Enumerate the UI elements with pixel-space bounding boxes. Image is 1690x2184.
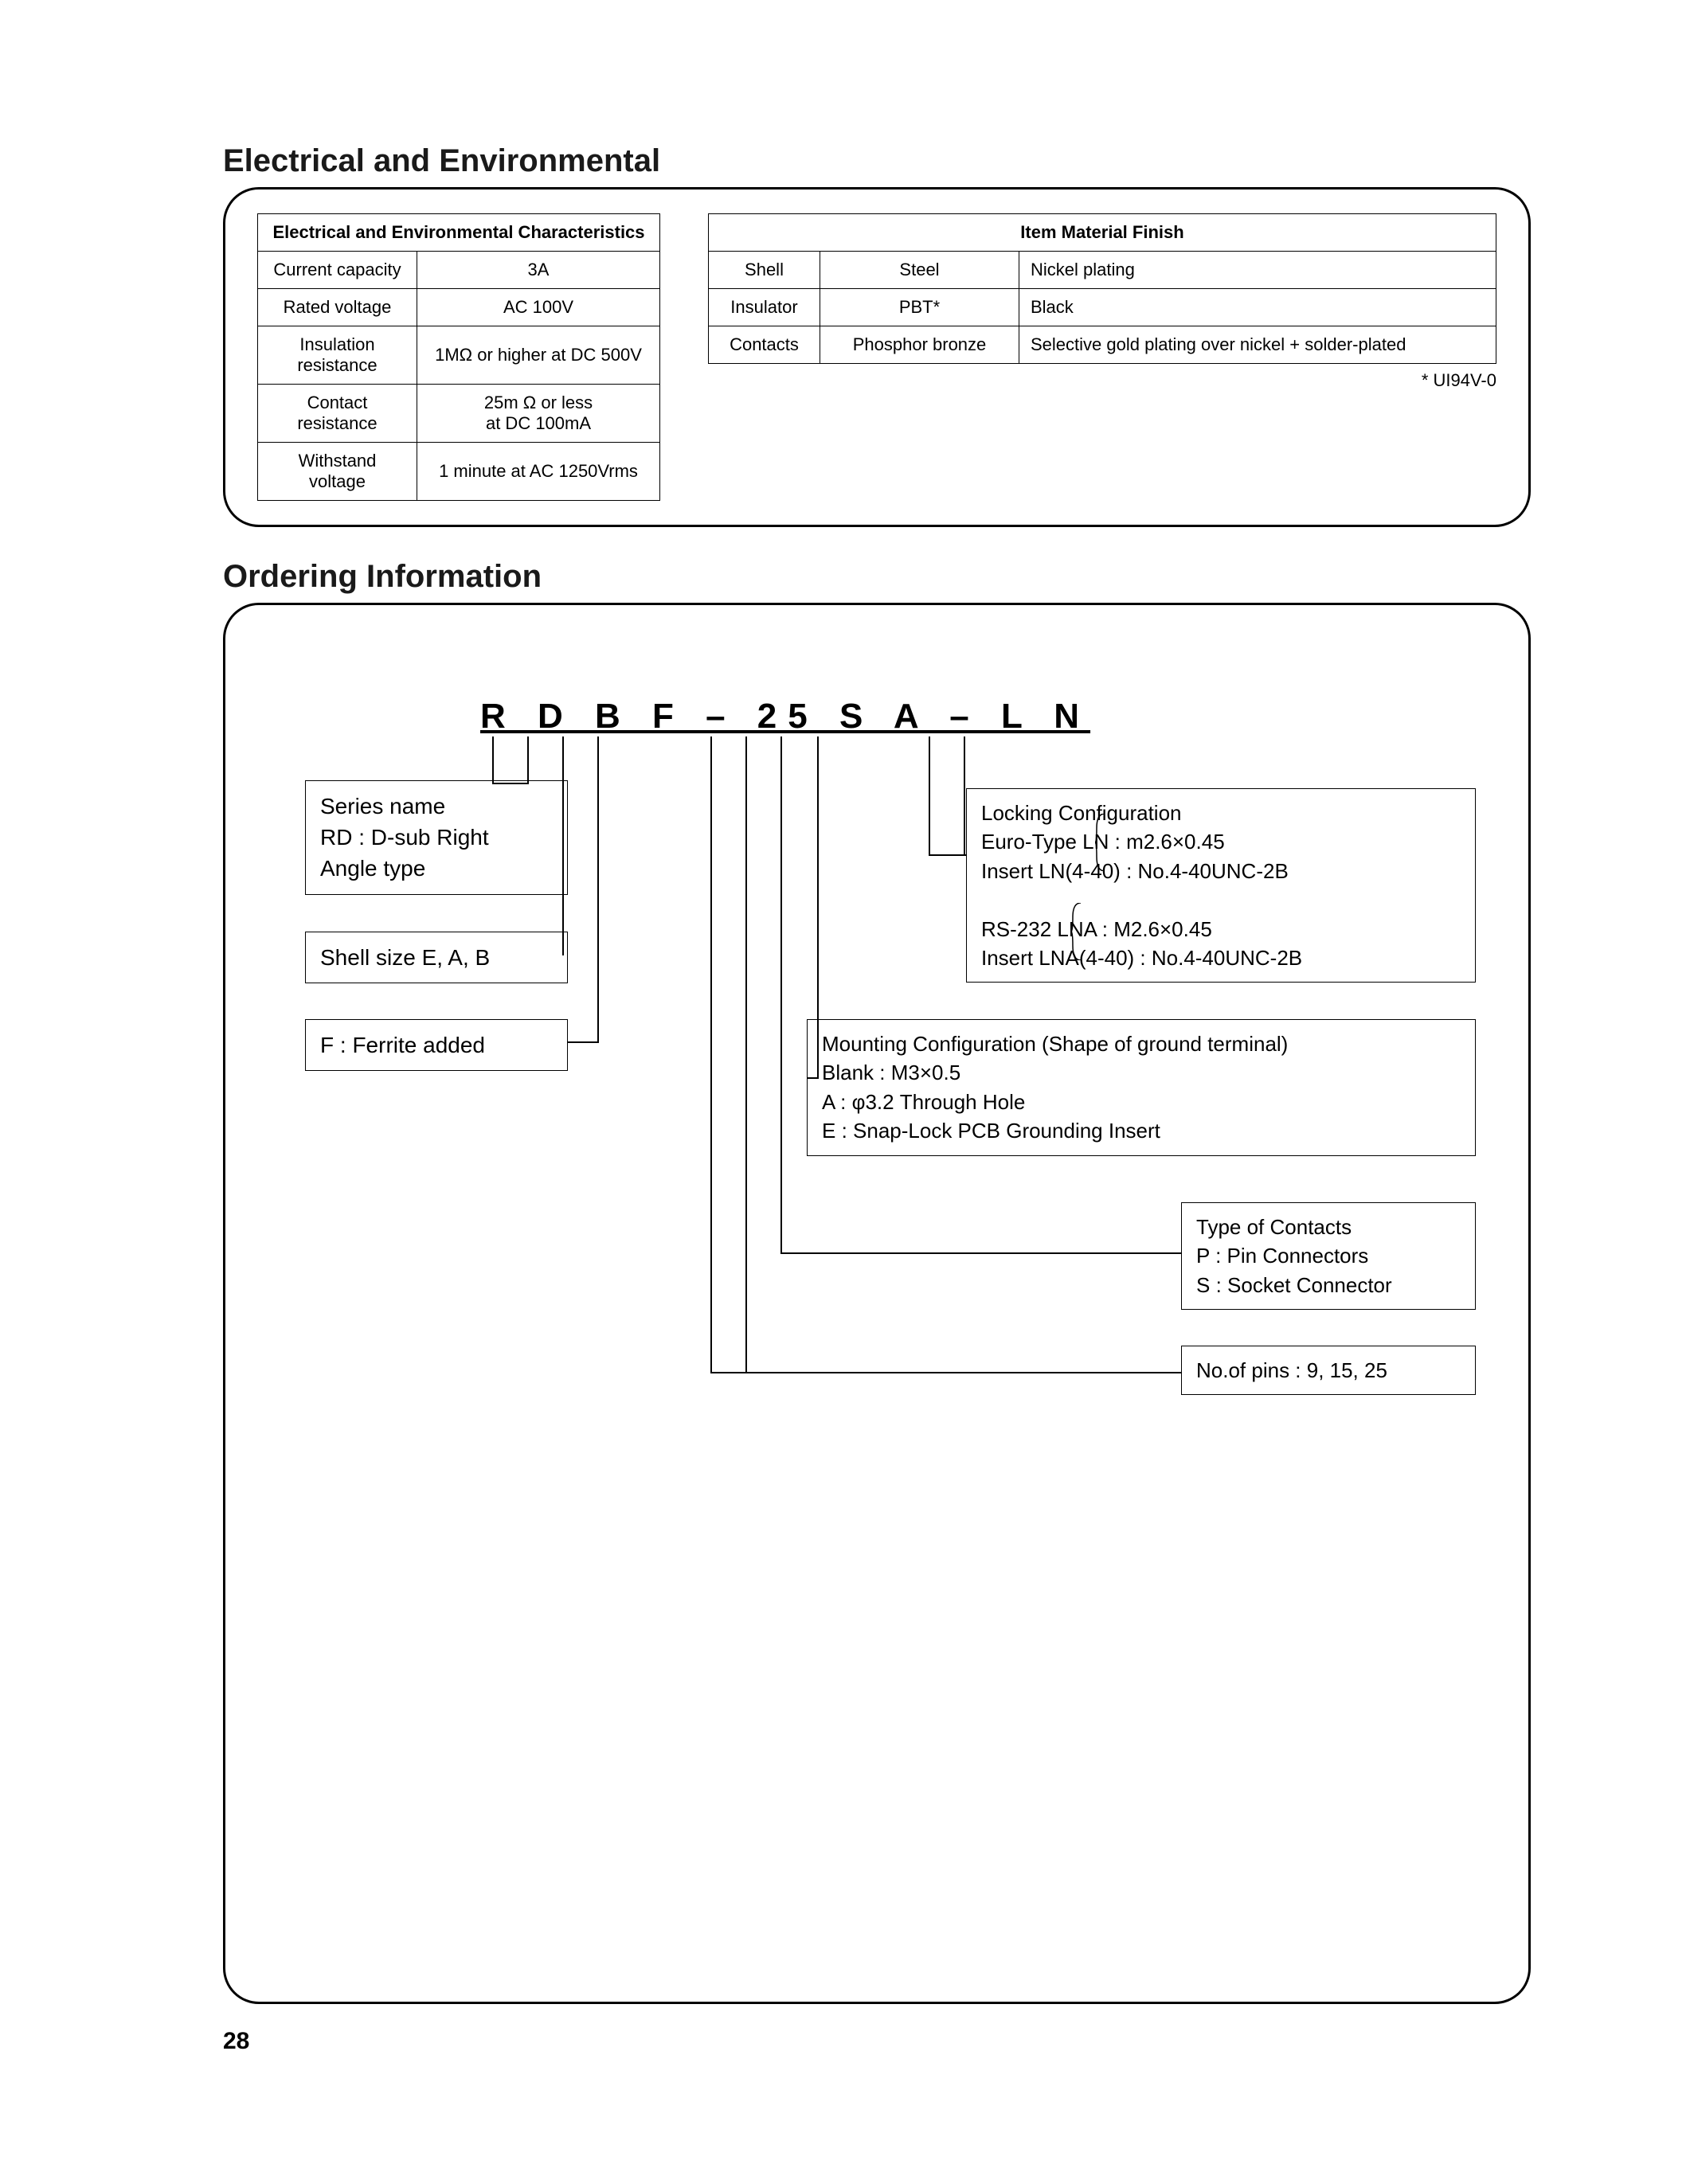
cell-value: 25m Ω or less at DC 100mA xyxy=(417,385,660,443)
table-row: Rated voltage AC 100V xyxy=(258,289,660,326)
table-row: Shell Steel Nickel plating xyxy=(709,252,1496,289)
brace-icon xyxy=(1095,814,1108,871)
table-row: Insulation resistance 1MΩ or higher at D… xyxy=(258,326,660,385)
part-number-code: R D B F – 25 S A – L N xyxy=(480,697,1090,736)
cell: Nickel plating xyxy=(1019,252,1496,289)
connector-line xyxy=(929,736,930,856)
cell: Steel xyxy=(820,252,1019,289)
connector-line xyxy=(527,736,529,784)
connector-line xyxy=(817,736,819,1079)
page-number: 28 xyxy=(223,2028,1531,2055)
connector-line xyxy=(710,1372,745,1373)
material-finish-table: Item Material Finish Shell Steel Nickel … xyxy=(708,213,1496,364)
connector-line xyxy=(929,854,966,856)
connector-line xyxy=(710,736,712,1373)
elec-table-header: Electrical and Environmental Characteris… xyxy=(258,214,660,252)
connector-line xyxy=(568,1041,597,1043)
table-row: Current capacity 3A xyxy=(258,252,660,289)
cell-label: Rated voltage xyxy=(258,289,417,326)
cell: Black xyxy=(1019,289,1496,326)
contact-type-box: Type of Contacts P : Pin Connectors S : … xyxy=(1181,1202,1476,1310)
connector-line xyxy=(780,736,782,1254)
cell: Phosphor bronze xyxy=(820,326,1019,364)
connector-line xyxy=(492,783,528,784)
cell-label: Contact resistance xyxy=(258,385,417,443)
connector-line xyxy=(745,736,747,1373)
connector-line xyxy=(562,736,564,955)
section-title-electrical: Electrical and Environmental xyxy=(223,143,1531,179)
cell: Shell xyxy=(709,252,820,289)
electrical-panel: Electrical and Environmental Characteris… xyxy=(223,187,1531,527)
cell: Insulator xyxy=(709,289,820,326)
cell: PBT* xyxy=(820,289,1019,326)
table-row: Contact resistance 25m Ω or less at DC 1… xyxy=(258,385,660,443)
connector-line xyxy=(597,736,599,1043)
section-title-ordering: Ordering Information xyxy=(223,559,1531,595)
material-table-header: Item Material Finish xyxy=(709,214,1496,252)
table-row: Withstand voltage 1 minute at AC 1250Vrm… xyxy=(258,443,660,501)
mounting-config-box: Mounting Configuration (Shape of ground … xyxy=(807,1019,1476,1156)
shell-size-box: Shell size E, A, B xyxy=(305,932,568,983)
connector-line xyxy=(964,736,965,856)
cell-label: Current capacity xyxy=(258,252,417,289)
cell-label: Withstand voltage xyxy=(258,443,417,501)
table-row: Insulator PBT* Black xyxy=(709,289,1496,326)
cell-value: 1 minute at AC 1250Vrms xyxy=(417,443,660,501)
pins-box: No.of pins : 9, 15, 25 xyxy=(1181,1346,1476,1395)
cell-label: Insulation resistance xyxy=(258,326,417,385)
cell-value: AC 100V xyxy=(417,289,660,326)
cell: Selective gold plating over nickel + sol… xyxy=(1019,326,1496,364)
connector-line xyxy=(492,736,494,784)
table-row: Contacts Phosphor bronze Selective gold … xyxy=(709,326,1496,364)
electrical-characteristics-table: Electrical and Environmental Characteris… xyxy=(257,213,660,501)
cell-value: 1MΩ or higher at DC 500V xyxy=(417,326,660,385)
cell-value: 3A xyxy=(417,252,660,289)
brace-icon xyxy=(1071,903,1084,960)
connector-line xyxy=(710,1372,1181,1373)
series-name-box: Series name RD : D-sub Right Angle type xyxy=(305,780,568,895)
ferrite-box: F : Ferrite added xyxy=(305,1019,568,1071)
cell: Contacts xyxy=(709,326,820,364)
ordering-panel: R D B F – 25 S A – L N Series name RD : … xyxy=(223,603,1531,2004)
material-footnote: * UI94V-0 xyxy=(708,370,1496,391)
connector-line xyxy=(807,1077,817,1079)
connector-line xyxy=(780,1252,1181,1254)
locking-config-box: Locking Configuration Euro-Type LN : m2.… xyxy=(966,788,1476,983)
